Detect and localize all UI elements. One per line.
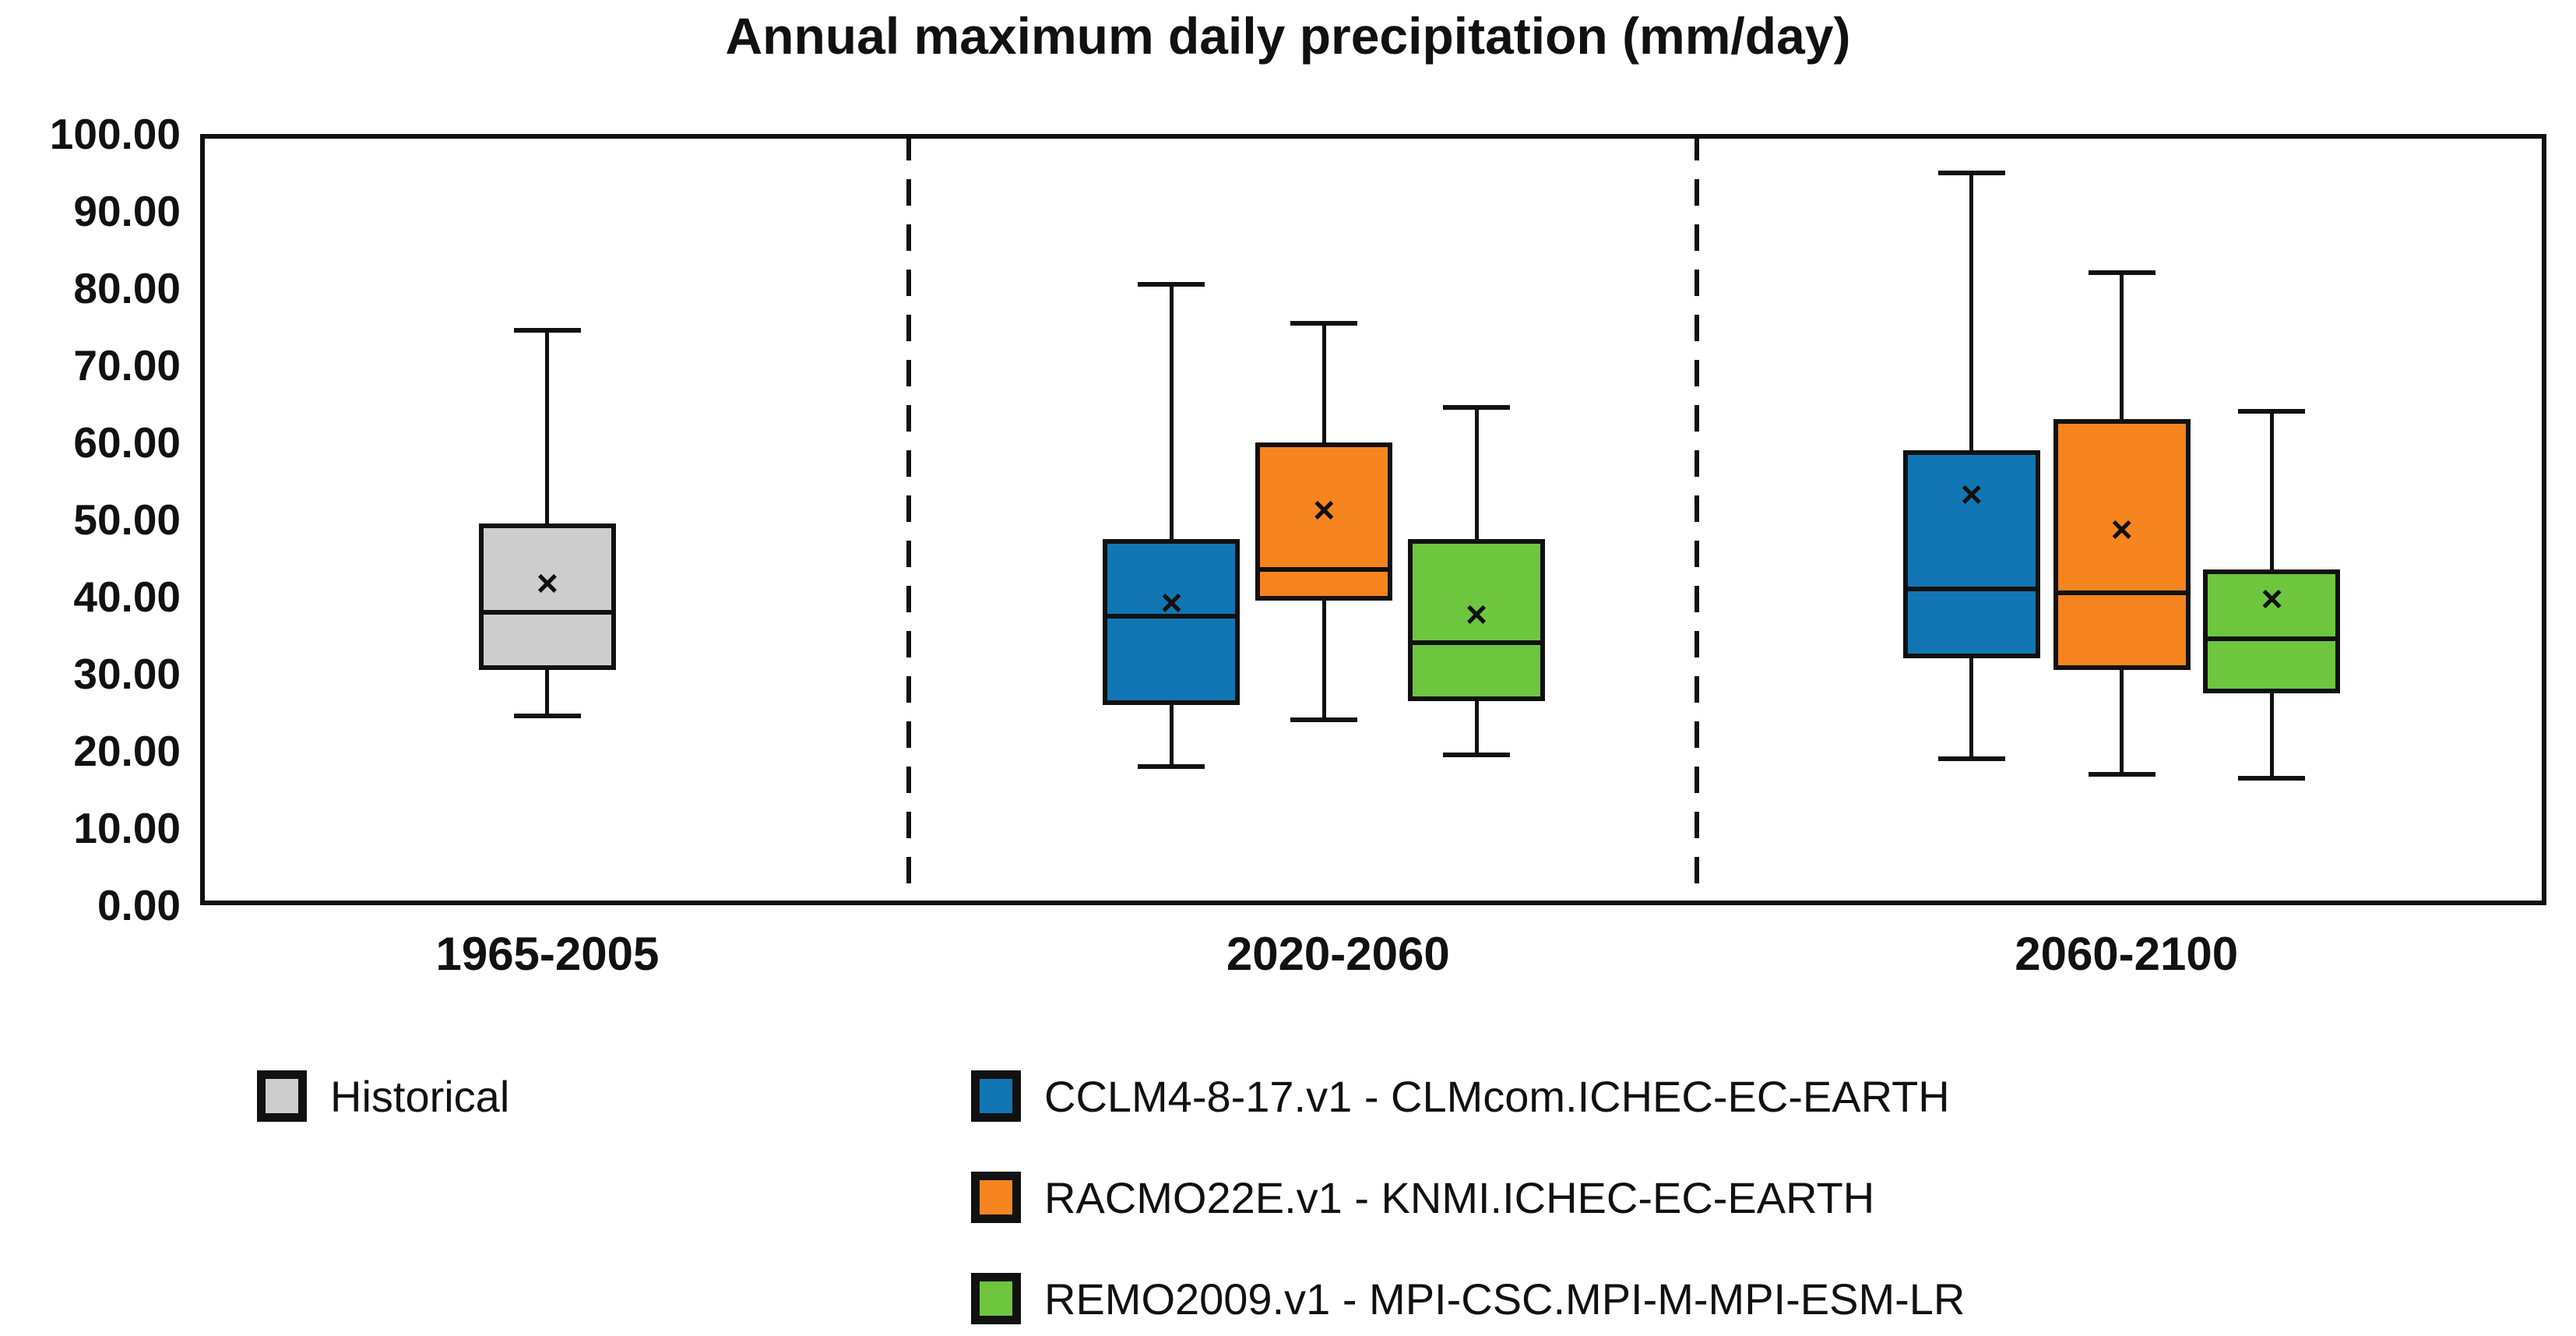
legend-label-remo: REMO2009.v1 - MPI-CSC.MPI-M-MPI-ESM-LR [1044,1274,1965,1324]
median-line [1408,640,1546,646]
x-category-label: 2020-2060 [1226,928,1450,980]
legend-label-historical: Historical [330,1071,510,1121]
y-tick-label: 90.00 [73,187,181,235]
whisker-cap-min [2088,771,2155,777]
y-tick-label: 60.00 [73,418,181,467]
median-line [478,609,616,615]
x-category-label: 1965-2005 [435,928,660,980]
iqr-box [478,523,616,671]
mean-marker: × [1960,474,1983,516]
mean-marker: × [2261,578,2283,620]
legend-label-racmo: RACMO22E.v1 - KNMI.ICHEC-EC-EARTH [1044,1172,1875,1222]
whisker-cap-max [513,328,581,333]
y-tick-label: 100.00 [49,110,181,158]
whisker-cap-min [1290,717,1358,723]
y-tick-label: 40.00 [73,573,181,621]
median-line [2203,636,2341,642]
legend-swatch-remo [971,1273,1021,1324]
whisker-cap-min [1443,752,1511,757]
iqr-box [2053,419,2191,671]
whisker-cap-min [2238,775,2306,781]
legend-item-cclm4: CCLM4-8-17.v1 - CLMcom.ICHEC-EC-EARTH [971,1070,1950,1122]
iqr-box [1902,449,2040,659]
mean-marker: × [1313,490,1336,532]
y-tick-label: 30.00 [73,650,181,698]
whisker-cap-min [513,714,581,719]
legend-swatch-cclm4 [971,1070,1021,1122]
whisker-cap-max [1937,170,2005,175]
whisker-cap-max [2088,270,2155,276]
mean-marker: × [1466,594,1488,636]
y-tick-label: 0.00 [97,881,181,929]
y-tick-label: 70.00 [73,341,181,390]
whisker-cap-max [2238,409,2306,414]
legend-swatch-racmo [971,1172,1021,1223]
mean-marker: × [2110,509,2133,551]
mean-marker: × [1160,582,1183,624]
y-tick-label: 20.00 [73,727,181,775]
whisker-cap-max [1138,282,1205,287]
chart-title: Annual maximum daily precipitation (mm/d… [725,7,1851,65]
iqr-box [1255,442,1393,601]
legend-swatch-historical [257,1070,307,1122]
median-line [2053,590,2191,596]
whisker-cap-min [1138,763,1205,769]
median-line [1902,587,2040,592]
iqr-box [2203,569,2341,693]
whisker-line [1169,284,1174,767]
whisker-cap-max [1443,405,1511,411]
iqr-box [1408,538,1546,701]
legend-label-cclm4: CCLM4-8-17.v1 - CLMcom.ICHEC-EC-EARTH [1044,1071,1950,1121]
iqr-box [1103,538,1240,705]
legend-item-remo: REMO2009.v1 - MPI-CSC.MPI-M-MPI-ESM-LR [971,1273,1965,1324]
legend-item-racmo: RACMO22E.v1 - KNMI.ICHEC-EC-EARTH [971,1172,1874,1223]
x-category-label: 2060-2100 [2015,928,2239,980]
period-separator-line [1694,134,1700,905]
y-tick-label: 50.00 [73,495,181,544]
period-separator-line [906,134,911,905]
y-tick-label: 80.00 [73,264,181,312]
mean-marker: × [536,563,558,605]
whisker-cap-min [1937,756,2005,761]
median-line [1255,567,1393,573]
y-tick-label: 10.00 [73,804,181,852]
whisker-cap-max [1290,320,1358,326]
median-line [1103,613,1240,619]
legend-item-historical: Historical [257,1070,509,1122]
